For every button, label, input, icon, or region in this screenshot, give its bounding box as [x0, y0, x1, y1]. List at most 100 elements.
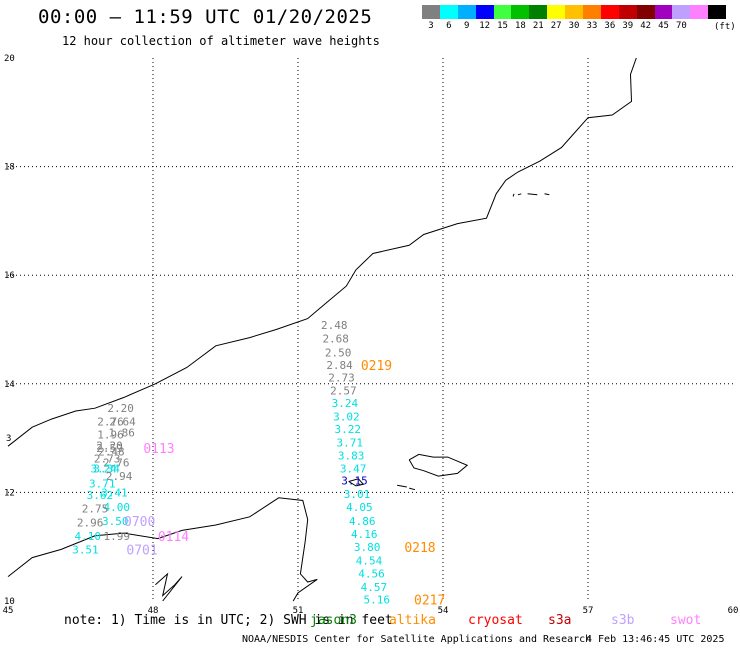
wave-height-label: 2.64 [109, 415, 136, 428]
wave-height-label: 4.57 [361, 581, 388, 594]
colorbar-swatch [529, 5, 548, 19]
graticule [8, 58, 733, 601]
colorbar-bin: 15 [493, 5, 512, 31]
colorbar-label: 18 [514, 21, 526, 31]
colorbar-legend: (ft) 3 6 9 12 15 18 21 27 30 33 36 39 42 45 70 [422, 5, 736, 32]
colorbar-label: 42 [640, 21, 652, 31]
colorbar-label: 33 [586, 21, 598, 31]
wave-height-label: 4.00 [104, 501, 131, 514]
map-title: 00:00 – 11:59 UTC 01/20/2025 [38, 6, 373, 28]
lon-tick-label: 48 [148, 606, 159, 616]
wave-height-label: 3.15 [341, 474, 368, 487]
wave-height-label: 3.50 [102, 515, 129, 528]
wave-height-label: 4.86 [349, 515, 376, 528]
wave-height-label: 2.48 [321, 319, 348, 332]
island-outline [527, 193, 538, 196]
colorbar-bin: 27 [547, 5, 566, 31]
colorbar-bin: 45 [654, 5, 673, 31]
colorbar-bin: 6 [439, 5, 458, 31]
wave-height-label: 2.48 [98, 446, 125, 459]
wave-height-label: 1.99 [104, 530, 131, 543]
colorbar-bin: 3 [422, 5, 440, 31]
colorbar-label: 70 [675, 21, 687, 31]
island-outline [408, 453, 469, 477]
wave-height-label: 2.84 [326, 359, 353, 372]
colorbar-swatch [457, 5, 476, 19]
wave-height-label: 2.94 [106, 470, 133, 483]
colorbar-swatch [565, 5, 584, 19]
wave-height-label: 2.57 [330, 384, 357, 397]
colorbar-swatch [583, 5, 601, 19]
colorbar-bin [690, 5, 709, 31]
colorbar-swatch [493, 5, 512, 19]
wave-height-label: 2.20 [107, 402, 134, 415]
colorbar-bin: 12 [475, 5, 494, 31]
colorbar-swatch [636, 5, 655, 19]
wave-height-label: 2.73 [328, 371, 355, 384]
wave-height-label: 2.96 [77, 516, 104, 529]
wave-height-label: 4.54 [356, 554, 383, 567]
wave-height-label: 2.73 [94, 453, 121, 466]
wave-height-label: 2.68 [322, 333, 349, 346]
island-outline [512, 193, 515, 197]
colorbar-swatch [422, 5, 440, 19]
colorbar-swatch [511, 5, 530, 19]
colorbar-swatch [439, 5, 458, 19]
colorbar-label: 39 [622, 21, 634, 31]
wave-height-label: 3.24 [90, 463, 117, 476]
colorbar-swatch [708, 5, 727, 19]
lat-tick-label: 12 [4, 488, 15, 498]
colorbar-bin: 21 [529, 5, 548, 31]
pass-time-label: 0701 [126, 543, 157, 558]
wave-height-label: 2.20 [96, 440, 123, 453]
footer-note: note: 1) Time is in UTC; 2) SWH is in fe… [64, 613, 393, 628]
colorbar-label: 3 [428, 21, 434, 31]
island-outline [517, 193, 522, 196]
wave-height-label: 4.05 [346, 501, 373, 514]
wave-height-label: 3.02 [333, 410, 360, 423]
wave-height-label: 4.16 [351, 528, 378, 541]
wave-height-label: 2.50 [325, 346, 352, 359]
wave-height-label: 1.96 [97, 428, 124, 441]
wave-height-label: 3.47 [340, 463, 367, 476]
lat-tick-label-partial: 3 [6, 434, 11, 444]
colorbar-label: 12 [479, 21, 491, 31]
island-outline [155, 572, 183, 602]
wave-height-label: 5.16 [364, 593, 391, 606]
wave-height-label: 4.10 [75, 530, 102, 543]
timestamp-text: 4 Feb 13:46:45 UTC 2025 [586, 634, 725, 645]
lon-tick-label: 54 [438, 606, 449, 616]
satellite-label-swot: swot [670, 613, 702, 628]
colorbar-label: 21 [532, 21, 544, 31]
lat-tick-label: 18 [4, 163, 15, 173]
wave-height-label: 3.71 [336, 436, 363, 449]
lon-tick-label: 57 [583, 606, 594, 616]
wave-height-observations: 2.482.682.502.842.732.573.243.023.223.71… [72, 319, 390, 606]
colorbar-label: 9 [464, 21, 470, 31]
colorbar-label: 6 [446, 21, 452, 31]
colorbar-label: 36 [604, 21, 616, 31]
arabia-coastline [7, 57, 637, 447]
colorbar-swatch [690, 5, 709, 19]
satellite-label-cryosat: cryosat [468, 613, 523, 628]
wave-height-label: 3.80 [354, 541, 381, 554]
colorbar-swatch [618, 5, 637, 19]
colorbar-label: 30 [568, 21, 580, 31]
wave-height-label: 3.01 [344, 488, 371, 501]
colorbar-bin: 9 [457, 5, 476, 31]
colorbar-bin: 30 [565, 5, 584, 31]
colorbar-bin: 18 [511, 5, 530, 31]
pass-time-label: 0218 [404, 541, 435, 556]
colorbar-bin [708, 5, 727, 31]
colorbar-swatch [475, 5, 494, 19]
pass-time-label: 0114 [158, 530, 189, 545]
pass-time-label: 0700 [124, 515, 155, 530]
colorbar-bin: 42 [636, 5, 655, 31]
colorbar-swatch [672, 5, 691, 19]
credit-text: NOAA/NESDIS Center for Satellite Applica… [242, 634, 592, 645]
island-outline [544, 193, 550, 196]
satellite-label-s3b: s3b [611, 613, 635, 628]
lat-tick-label: 10 [4, 597, 15, 607]
colorbar-swatch [600, 5, 619, 19]
